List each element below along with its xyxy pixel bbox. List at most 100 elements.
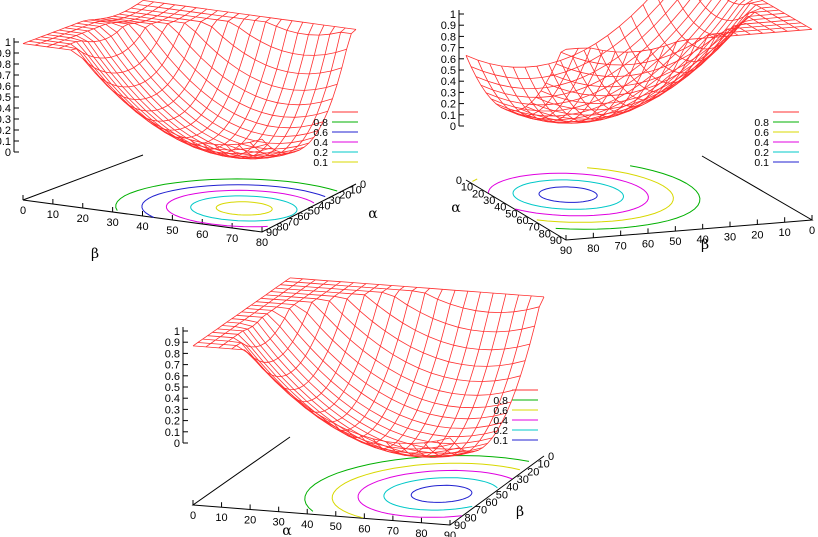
legend-label: 0.8: [313, 117, 328, 129]
surface-mesh-line: [372, 291, 469, 454]
z-axis-tick-label: 0.7: [0, 70, 11, 82]
surface-mesh-line: [82, 20, 310, 150]
surface-mesh-line: [465, 48, 567, 112]
surface-mesh-line: [480, 0, 691, 98]
side-axis-tick-label: 30: [329, 195, 341, 207]
surface-mesh-line: [500, 0, 730, 121]
surface-mesh-line: [70, 5, 186, 59]
front-axis-tick-label: 90: [560, 245, 572, 257]
front-axis-tick-label: 60: [196, 229, 208, 241]
legend-label: 0.2: [313, 147, 328, 159]
z-axis-tick-label: 0.2: [0, 125, 11, 137]
contour-line: [538, 186, 598, 203]
surface-mesh-line: [607, 33, 714, 93]
side-axis-tick-label: 10: [538, 459, 550, 471]
contour-line: [512, 179, 625, 210]
surface-mesh-line: [142, 0, 357, 30]
contour-line: [190, 195, 298, 222]
surface-mesh-line: [197, 342, 455, 450]
surface-mesh-line: [106, 10, 218, 100]
front-axis-tick-label: 10: [779, 227, 791, 239]
surface-mesh-line: [88, 19, 314, 144]
z-axis-tick-label: 0.9: [441, 20, 456, 32]
surface-mesh-line: [136, 4, 352, 36]
side-axis-tick-label: 40: [494, 202, 506, 214]
surface-mesh-line: [477, 48, 579, 117]
front-axis-label: β: [701, 237, 709, 253]
z-axis-tick-label: 0.2: [165, 416, 180, 428]
side-axis-tick-label: 10: [461, 182, 473, 194]
surface-mesh-line: [249, 27, 346, 157]
z-axis-tick-label: 0.3: [0, 114, 11, 126]
surface-mesh-line: [485, 0, 702, 106]
side-axis-tick-label: 10: [350, 184, 362, 196]
z-axis-tick-label: 0.7: [165, 360, 180, 372]
legend-label: 0.4: [493, 415, 508, 427]
surface-plot-top-left: 010203040506070800102030405060708090βα00…: [0, 0, 378, 262]
front-axis-tick-label: 40: [697, 234, 709, 246]
side-axis-tick-label: 40: [318, 200, 330, 212]
surface-mesh-line: [423, 294, 519, 458]
side-axis-tick-label: 80: [464, 512, 476, 524]
side-axis-tick-label: 60: [297, 211, 309, 223]
z-axis-tick-label: 0.3: [441, 87, 456, 99]
legend-label: 0.2: [493, 425, 508, 437]
front-axis-tick-label: 90: [444, 530, 456, 537]
z-axis-tick-label: 0: [5, 147, 11, 159]
legend-label: 0.4: [313, 137, 328, 149]
legend-label: 0.6: [754, 127, 769, 139]
front-axis-tick-label: 50: [166, 225, 178, 237]
front-axis-tick-label: 20: [751, 229, 763, 241]
surface-mesh-line: [385, 292, 481, 456]
z-axis-tick-label: 0.5: [165, 382, 180, 394]
front-axis-label: β: [91, 246, 99, 262]
surface-mesh-line: [106, 17, 328, 118]
side-axis-tick-label: 70: [528, 222, 540, 234]
z-axis-tick-label: 0.1: [441, 110, 456, 122]
front-axis-tick-label: 70: [226, 233, 238, 245]
legend-label: 0.6: [493, 405, 508, 417]
z-axis-tick-label: 0.4: [0, 103, 11, 115]
z-axis-tick-label: 0.8: [165, 348, 180, 360]
contour-line: [304, 455, 530, 512]
side-axis-label: β: [516, 504, 524, 520]
surface-mesh-line: [619, 26, 727, 84]
z-axis-tick-label: 0.8: [441, 31, 456, 43]
z-axis-tick-label: 0: [450, 121, 456, 133]
side-axis-tick-label: 60: [516, 215, 528, 227]
contour-line: [410, 484, 473, 503]
z-axis-tick-label: 0.1: [165, 427, 180, 439]
z-axis-tick-label: 0.8: [0, 59, 11, 71]
side-axis-tick-label: 80: [539, 228, 551, 240]
surface-mesh-line: [465, 0, 648, 68]
surface-mesh-line: [100, 18, 324, 129]
contour-line: [536, 185, 674, 223]
surface-mesh-line: [70, 25, 300, 157]
contour-line: [383, 477, 498, 511]
z-axis-tick-label: 0.6: [0, 81, 11, 93]
side-axis-tick-label: 90: [550, 235, 562, 247]
legend-label: 0.2: [754, 147, 769, 159]
surface-mesh-line: [246, 308, 502, 429]
surface-mesh-line: [261, 29, 357, 154]
front-axis-tick-label: 80: [256, 237, 268, 249]
surface-mesh-line: [178, 19, 282, 151]
legend-label: 0.8: [754, 117, 769, 129]
contour-line: [555, 183, 701, 230]
surface-mesh-line: [295, 285, 392, 413]
surface-mesh-line: [236, 314, 493, 445]
side-axis-tick-label: 30: [483, 195, 495, 207]
surface-mesh-line: [285, 280, 540, 314]
contour-line: [472, 178, 478, 182]
z-axis-tick-label: 0.2: [441, 99, 456, 111]
front-axis-tick-label: 0: [190, 510, 196, 522]
surface-mesh-line: [505, 0, 738, 123]
contour-line: [215, 201, 273, 216]
surface-mesh-line: [76, 22, 305, 154]
contour-line: [357, 469, 513, 518]
surface-mesh-line: [726, 0, 800, 31]
surface-mesh-line: [130, 7, 347, 56]
side-axis-tick-label: 0: [360, 179, 366, 191]
